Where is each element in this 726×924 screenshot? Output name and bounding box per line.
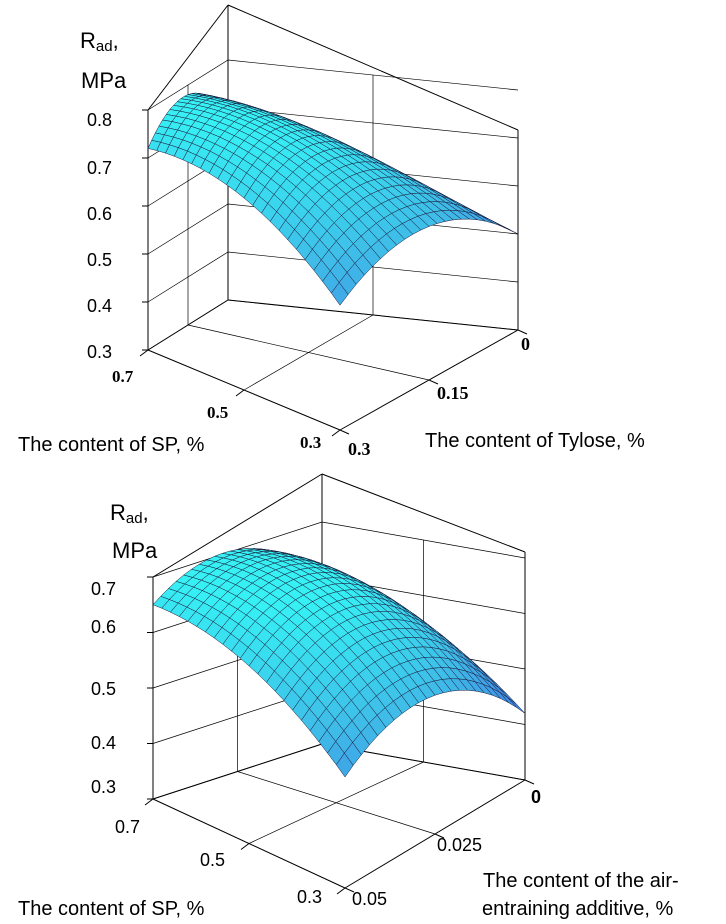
- z-axis-label-main: Rad,: [80, 28, 119, 55]
- z-label-r: R: [110, 500, 126, 525]
- z-axis-label-main: Rad,: [110, 500, 149, 527]
- z-tick-label: 0.3: [91, 777, 116, 797]
- z-label-sub: ad: [96, 38, 113, 55]
- z-tick-label: 0.5: [87, 250, 112, 270]
- gridline: [237, 771, 436, 835]
- gridline: [147, 299, 519, 351]
- z-tick-label: 0.4: [91, 733, 116, 753]
- x-tick-label: 0.7: [112, 367, 134, 386]
- box-edge: [321, 473, 526, 553]
- y-tick: [428, 379, 439, 385]
- y-axis-title-line1: The content of the air-: [483, 870, 679, 892]
- y-tick: [434, 833, 445, 839]
- tick-marks: [139, 109, 528, 437]
- x-tick-label: 0.3: [297, 887, 322, 907]
- z-axis-unit: MPa: [81, 68, 127, 93]
- x-tick-label: 0.3: [300, 433, 321, 452]
- y-tick-label: 0.15: [437, 383, 469, 403]
- box-edge: [147, 4, 229, 111]
- gridline: [187, 324, 430, 381]
- surface-mesh: [152, 548, 526, 778]
- surface-cell: [507, 697, 526, 714]
- z-axis-unit: MPa: [112, 538, 158, 563]
- y-axis-title-line2: entraining additive, %: [482, 898, 673, 920]
- surface-chart-air-entraining: Rad, MPa 0.7 0.6 0.5 0.4 0.3 0.7 0.5 0.3…: [18, 473, 679, 920]
- z-tick-label: 0.6: [91, 617, 116, 637]
- x-tick-label: 0.7: [115, 817, 140, 837]
- x-tick: [336, 887, 346, 895]
- y-tick-label: 0.05: [352, 889, 387, 909]
- x-tick: [139, 349, 149, 357]
- x-tick-label: 0.5: [207, 403, 228, 422]
- x-tick: [331, 429, 341, 437]
- x-tick: [144, 798, 154, 806]
- tick-marks: [144, 576, 535, 895]
- surface-chart-tylose: Rad, MPa 0.8 0.7 0.6 0.5 0.4 0.3 0.7 0.5…: [18, 4, 645, 459]
- y-tick-label: 0.025: [437, 835, 482, 855]
- y-tick: [339, 429, 350, 435]
- z-tick-label: 0.8: [87, 110, 112, 130]
- y-tick-label: 0.3: [348, 439, 371, 459]
- z-tick-label: 0.7: [91, 579, 116, 599]
- surface-cell: [499, 691, 517, 708]
- y-tick-label: 0: [521, 334, 530, 354]
- z-tick-label: 0.5: [91, 679, 116, 699]
- y-tick: [524, 779, 535, 785]
- x-tick-label: 0.5: [200, 850, 225, 870]
- box-edge: [227, 4, 519, 131]
- z-label-sub: ad: [126, 510, 143, 527]
- z-tick-label: 0.3: [87, 342, 112, 362]
- z-tick-label: 0.4: [87, 296, 112, 316]
- gridline: [147, 251, 519, 303]
- x-axis-title: The content of SP, %: [18, 898, 205, 920]
- z-tick-label: 0.6: [87, 204, 112, 224]
- z-label-comma: ,: [143, 500, 149, 525]
- x-axis-title: The content of SP, %: [18, 434, 205, 456]
- surface-cell: [335, 752, 354, 778]
- y-tick: [517, 329, 528, 335]
- z-tick-label: 0.7: [87, 158, 112, 178]
- z-label-comma: ,: [113, 28, 119, 53]
- box-edge: [152, 473, 323, 578]
- gridline: [147, 59, 519, 111]
- y-tick-label: 0: [531, 787, 541, 807]
- surface-cell: [330, 281, 349, 306]
- y-tick: [344, 887, 355, 893]
- z-label-r: R: [80, 28, 96, 53]
- x-tick: [235, 389, 245, 397]
- x-tick: [240, 843, 250, 850]
- surface-mesh: [147, 92, 519, 306]
- y-axis-title: The content of Tylose, %: [425, 430, 645, 452]
